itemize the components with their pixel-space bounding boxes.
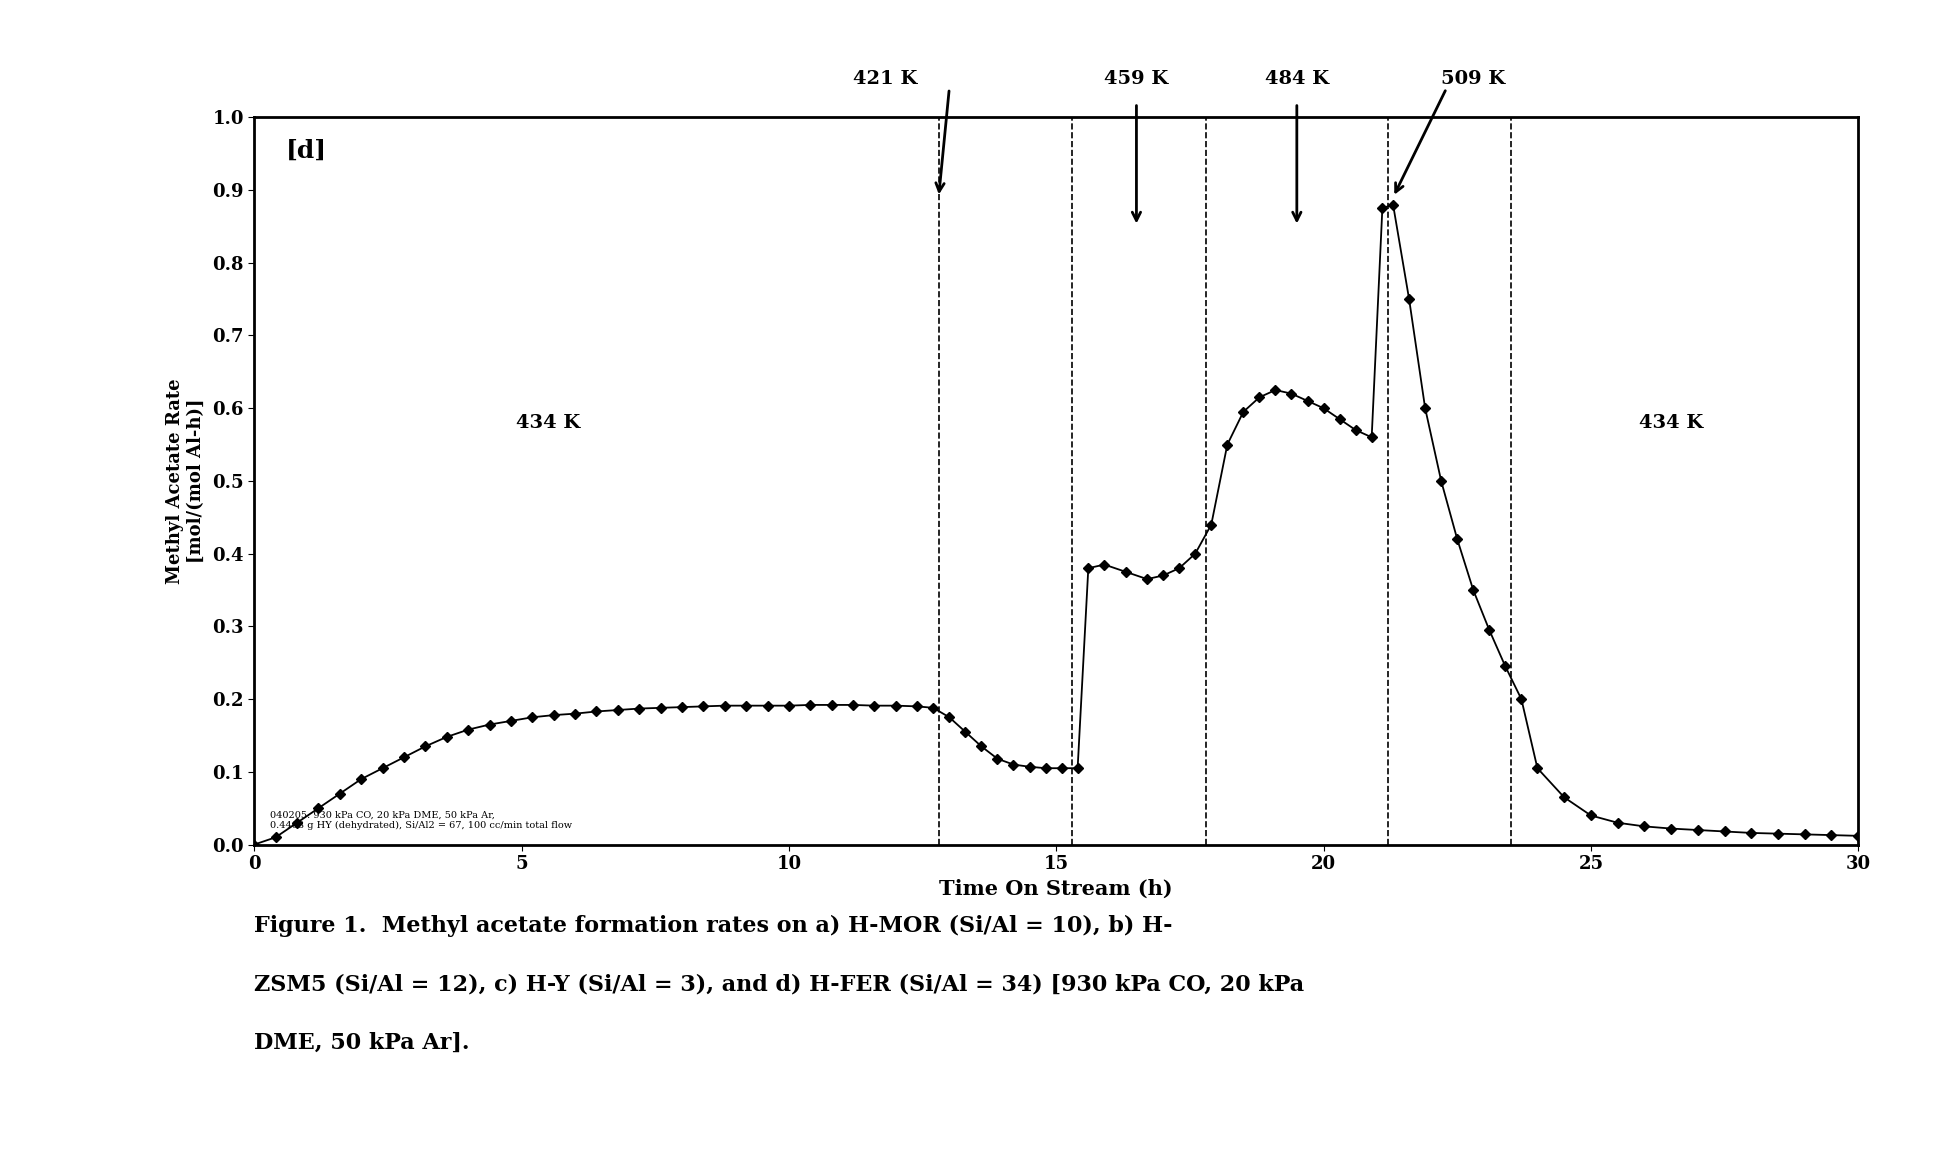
Y-axis label: Methyl Acetate Rate
[mol/(mol Al-h)]: Methyl Acetate Rate [mol/(mol Al-h)] <box>166 378 205 584</box>
X-axis label: Time On Stream (h): Time On Stream (h) <box>938 879 1173 899</box>
Text: 434 K: 434 K <box>1638 414 1703 432</box>
Text: 459 K: 459 K <box>1105 70 1167 88</box>
Text: ZSM5 (Si/Al = 12), c) H-Y (Si/Al = 3), and d) H-FER (Si/Al = 34) [930 kPa CO, 20: ZSM5 (Si/Al = 12), c) H-Y (Si/Al = 3), a… <box>254 974 1304 996</box>
Text: 040205: 930 kPa CO, 20 kPa DME, 50 kPa Ar,
0.4463 g HY (dehydrated), Si/Al2 = 67: 040205: 930 kPa CO, 20 kPa DME, 50 kPa A… <box>270 811 573 830</box>
Text: [d]: [d] <box>285 140 326 163</box>
Text: 484 K: 484 K <box>1265 70 1327 88</box>
Text: DME, 50 kPa Ar].: DME, 50 kPa Ar]. <box>254 1032 469 1055</box>
Text: 421 K: 421 K <box>852 70 917 88</box>
Text: Figure 1.  Methyl acetate formation rates on a) H-MOR (Si/Al = 10), b) H-: Figure 1. Methyl acetate formation rates… <box>254 915 1173 937</box>
Text: 509 K: 509 K <box>1441 70 1505 88</box>
Text: 434 K: 434 K <box>516 414 581 432</box>
